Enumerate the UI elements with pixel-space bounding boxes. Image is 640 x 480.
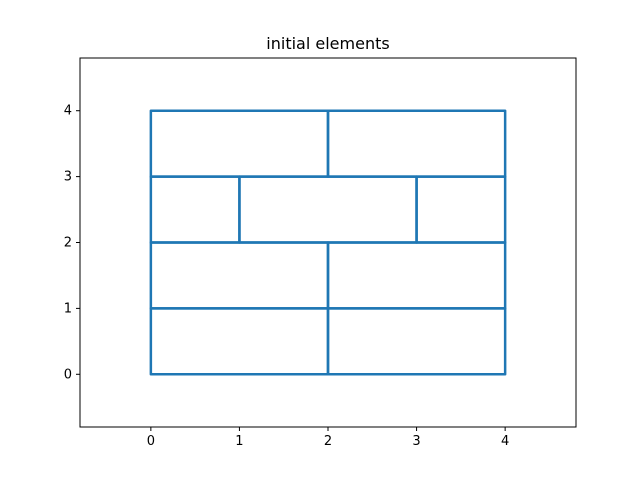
y-tick-label: 2 (64, 236, 72, 251)
element-7 (415, 175, 507, 244)
element-4 (326, 241, 507, 310)
element-5 (149, 175, 241, 244)
y-tick-label: 4 (64, 104, 72, 119)
element-8 (149, 109, 330, 178)
chart-title: initial elements (266, 34, 389, 53)
x-tick-label: 4 (501, 434, 509, 449)
x-axis: 0 1 2 3 4 (147, 427, 509, 449)
y-tick-label: 0 (64, 367, 72, 382)
x-tick-label: 2 (324, 434, 332, 449)
element-6 (238, 175, 418, 244)
y-tick-label: 1 (64, 301, 72, 316)
elements-layer (149, 109, 507, 376)
x-tick-label: 0 (147, 434, 155, 449)
element-2 (326, 307, 507, 376)
element-1 (149, 307, 330, 376)
y-axis: 0 1 2 3 4 (64, 104, 80, 382)
x-tick-label: 1 (235, 434, 243, 449)
element-3 (149, 241, 330, 310)
y-tick-label: 3 (64, 170, 72, 185)
element-9 (326, 109, 507, 178)
x-tick-label: 3 (412, 434, 420, 449)
